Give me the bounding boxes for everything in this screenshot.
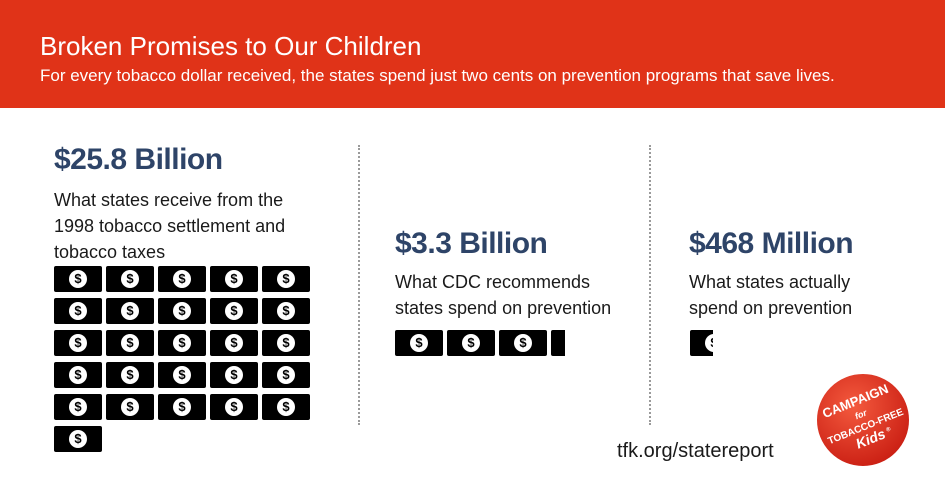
dollar-coin-icon: $: [173, 334, 191, 352]
campaign-logo: CAMPAIGN for TOBACCO-FREE Kids ®: [813, 370, 913, 470]
column-actual: $468 Million What states actually spend …: [689, 227, 929, 321]
dollar-coin-icon: $: [69, 366, 87, 384]
dollar-bill-icon: $: [210, 394, 258, 420]
description-actual: What states actually spend on prevention: [689, 272, 853, 318]
dollar-coin-icon: $: [121, 302, 139, 320]
dollar-coin-icon: $: [69, 334, 87, 352]
bills-recommended: $ $ $ $: [395, 330, 635, 356]
dollar-coin-icon: $: [225, 398, 243, 416]
dollar-bill-icon: $: [158, 266, 206, 292]
dollar-bill-icon: $: [262, 394, 310, 420]
dollar-bill-icon: $: [54, 266, 102, 292]
dollar-coin-icon: $: [69, 270, 87, 288]
dollar-bill-icon: $: [106, 362, 154, 388]
logo-badge-icon: CAMPAIGN for TOBACCO-FREE Kids ®: [815, 372, 911, 468]
dollar-bill-icon: $: [54, 426, 102, 452]
amount-received: $25.8 Billion: [54, 143, 223, 176]
dollar-bill-icon: $: [106, 298, 154, 324]
dollar-bill-icon: $: [210, 298, 258, 324]
column-divider: [649, 145, 651, 425]
dollar-bill-icon: $: [210, 330, 258, 356]
partial-bill: $: [690, 330, 713, 356]
dollar-bill-icon: $: [551, 330, 565, 356]
description-recommended: What CDC recommends states spend on prev…: [395, 272, 612, 318]
dollar-coin-icon: $: [277, 398, 295, 416]
header-banner: Broken Promises to Our Children For ever…: [0, 0, 945, 108]
dollar-coin-icon: $: [225, 366, 243, 384]
dollar-coin-icon: $: [225, 334, 243, 352]
dollar-coin-icon: $: [225, 302, 243, 320]
dollar-bill-icon: $: [395, 330, 443, 356]
dollar-coin-icon: $: [69, 430, 87, 448]
amount-recommended: $3.3 Billion: [395, 227, 548, 260]
dollar-coin-icon: $: [514, 334, 532, 352]
dollar-bill-icon: $: [262, 298, 310, 324]
dollar-bill-icon: $: [262, 266, 310, 292]
dollar-coin-icon: $: [121, 366, 139, 384]
dollar-coin-icon: $: [121, 398, 139, 416]
dollar-coin-icon: $: [69, 302, 87, 320]
footer-url[interactable]: tfk.org/statereport: [617, 440, 774, 462]
dollar-bill-icon: $: [106, 330, 154, 356]
dollar-bill-icon: $: [262, 330, 310, 356]
column-received: $25.8 Billion What states receive from t…: [54, 143, 334, 265]
dollar-bill-icon: $: [158, 394, 206, 420]
dollar-bill-icon: $: [54, 330, 102, 356]
dollar-coin-icon: $: [225, 270, 243, 288]
dollar-bill-icon: $: [158, 330, 206, 356]
dollar-bill-icon: $: [690, 330, 713, 356]
dollar-coin-icon: $: [173, 270, 191, 288]
dollar-bill-icon: $: [158, 298, 206, 324]
amount-actual: $468 Million: [689, 227, 854, 260]
page-title: Broken Promises to Our Children: [40, 31, 422, 61]
column-recommended: $3.3 Billion What CDC recommends states …: [395, 227, 645, 321]
dollar-coin-icon: $: [277, 366, 295, 384]
dollar-bill-icon: $: [447, 330, 495, 356]
dollar-bill-icon: $: [262, 362, 310, 388]
dollar-bill-icon: $: [106, 266, 154, 292]
dollar-coin-icon: $: [462, 334, 480, 352]
dollar-coin-icon: $: [277, 334, 295, 352]
dollar-coin-icon: $: [121, 334, 139, 352]
dollar-bill-icon: $: [210, 266, 258, 292]
bills-actual: $: [690, 330, 750, 356]
dollar-bill-icon: $: [54, 394, 102, 420]
dollar-coin-icon: $: [121, 270, 139, 288]
column-divider: [358, 145, 360, 425]
dollar-bill-icon: $: [54, 298, 102, 324]
bills-received: $ $ $ $ $ $ $ $ $ $ $ $ $ $ $ $ $ $ $ $ $ $ $ $ $ $: [54, 266, 314, 456]
dollar-bill-icon: $: [54, 362, 102, 388]
logo-registered-mark: ®: [885, 425, 892, 433]
dollar-bill-icon: $: [499, 330, 547, 356]
logo-text-for: for: [853, 407, 868, 421]
dollar-bill-icon: $: [158, 362, 206, 388]
dollar-bill-icon: $: [106, 394, 154, 420]
dollar-coin-icon: $: [173, 302, 191, 320]
dollar-coin-icon: $: [277, 270, 295, 288]
partial-bill: $: [551, 330, 565, 356]
dollar-bill-icon: $: [210, 362, 258, 388]
dollar-coin-icon: $: [410, 334, 428, 352]
dollar-coin-icon: $: [69, 398, 87, 416]
page-subtitle: For every tobacco dollar received, the s…: [40, 66, 835, 85]
dollar-coin-icon: $: [705, 334, 713, 352]
description-received: What states receive from the 1998 tobacc…: [54, 190, 286, 262]
dollar-coin-icon: $: [173, 366, 191, 384]
dollar-coin-icon: $: [277, 302, 295, 320]
dollar-coin-icon: $: [173, 398, 191, 416]
